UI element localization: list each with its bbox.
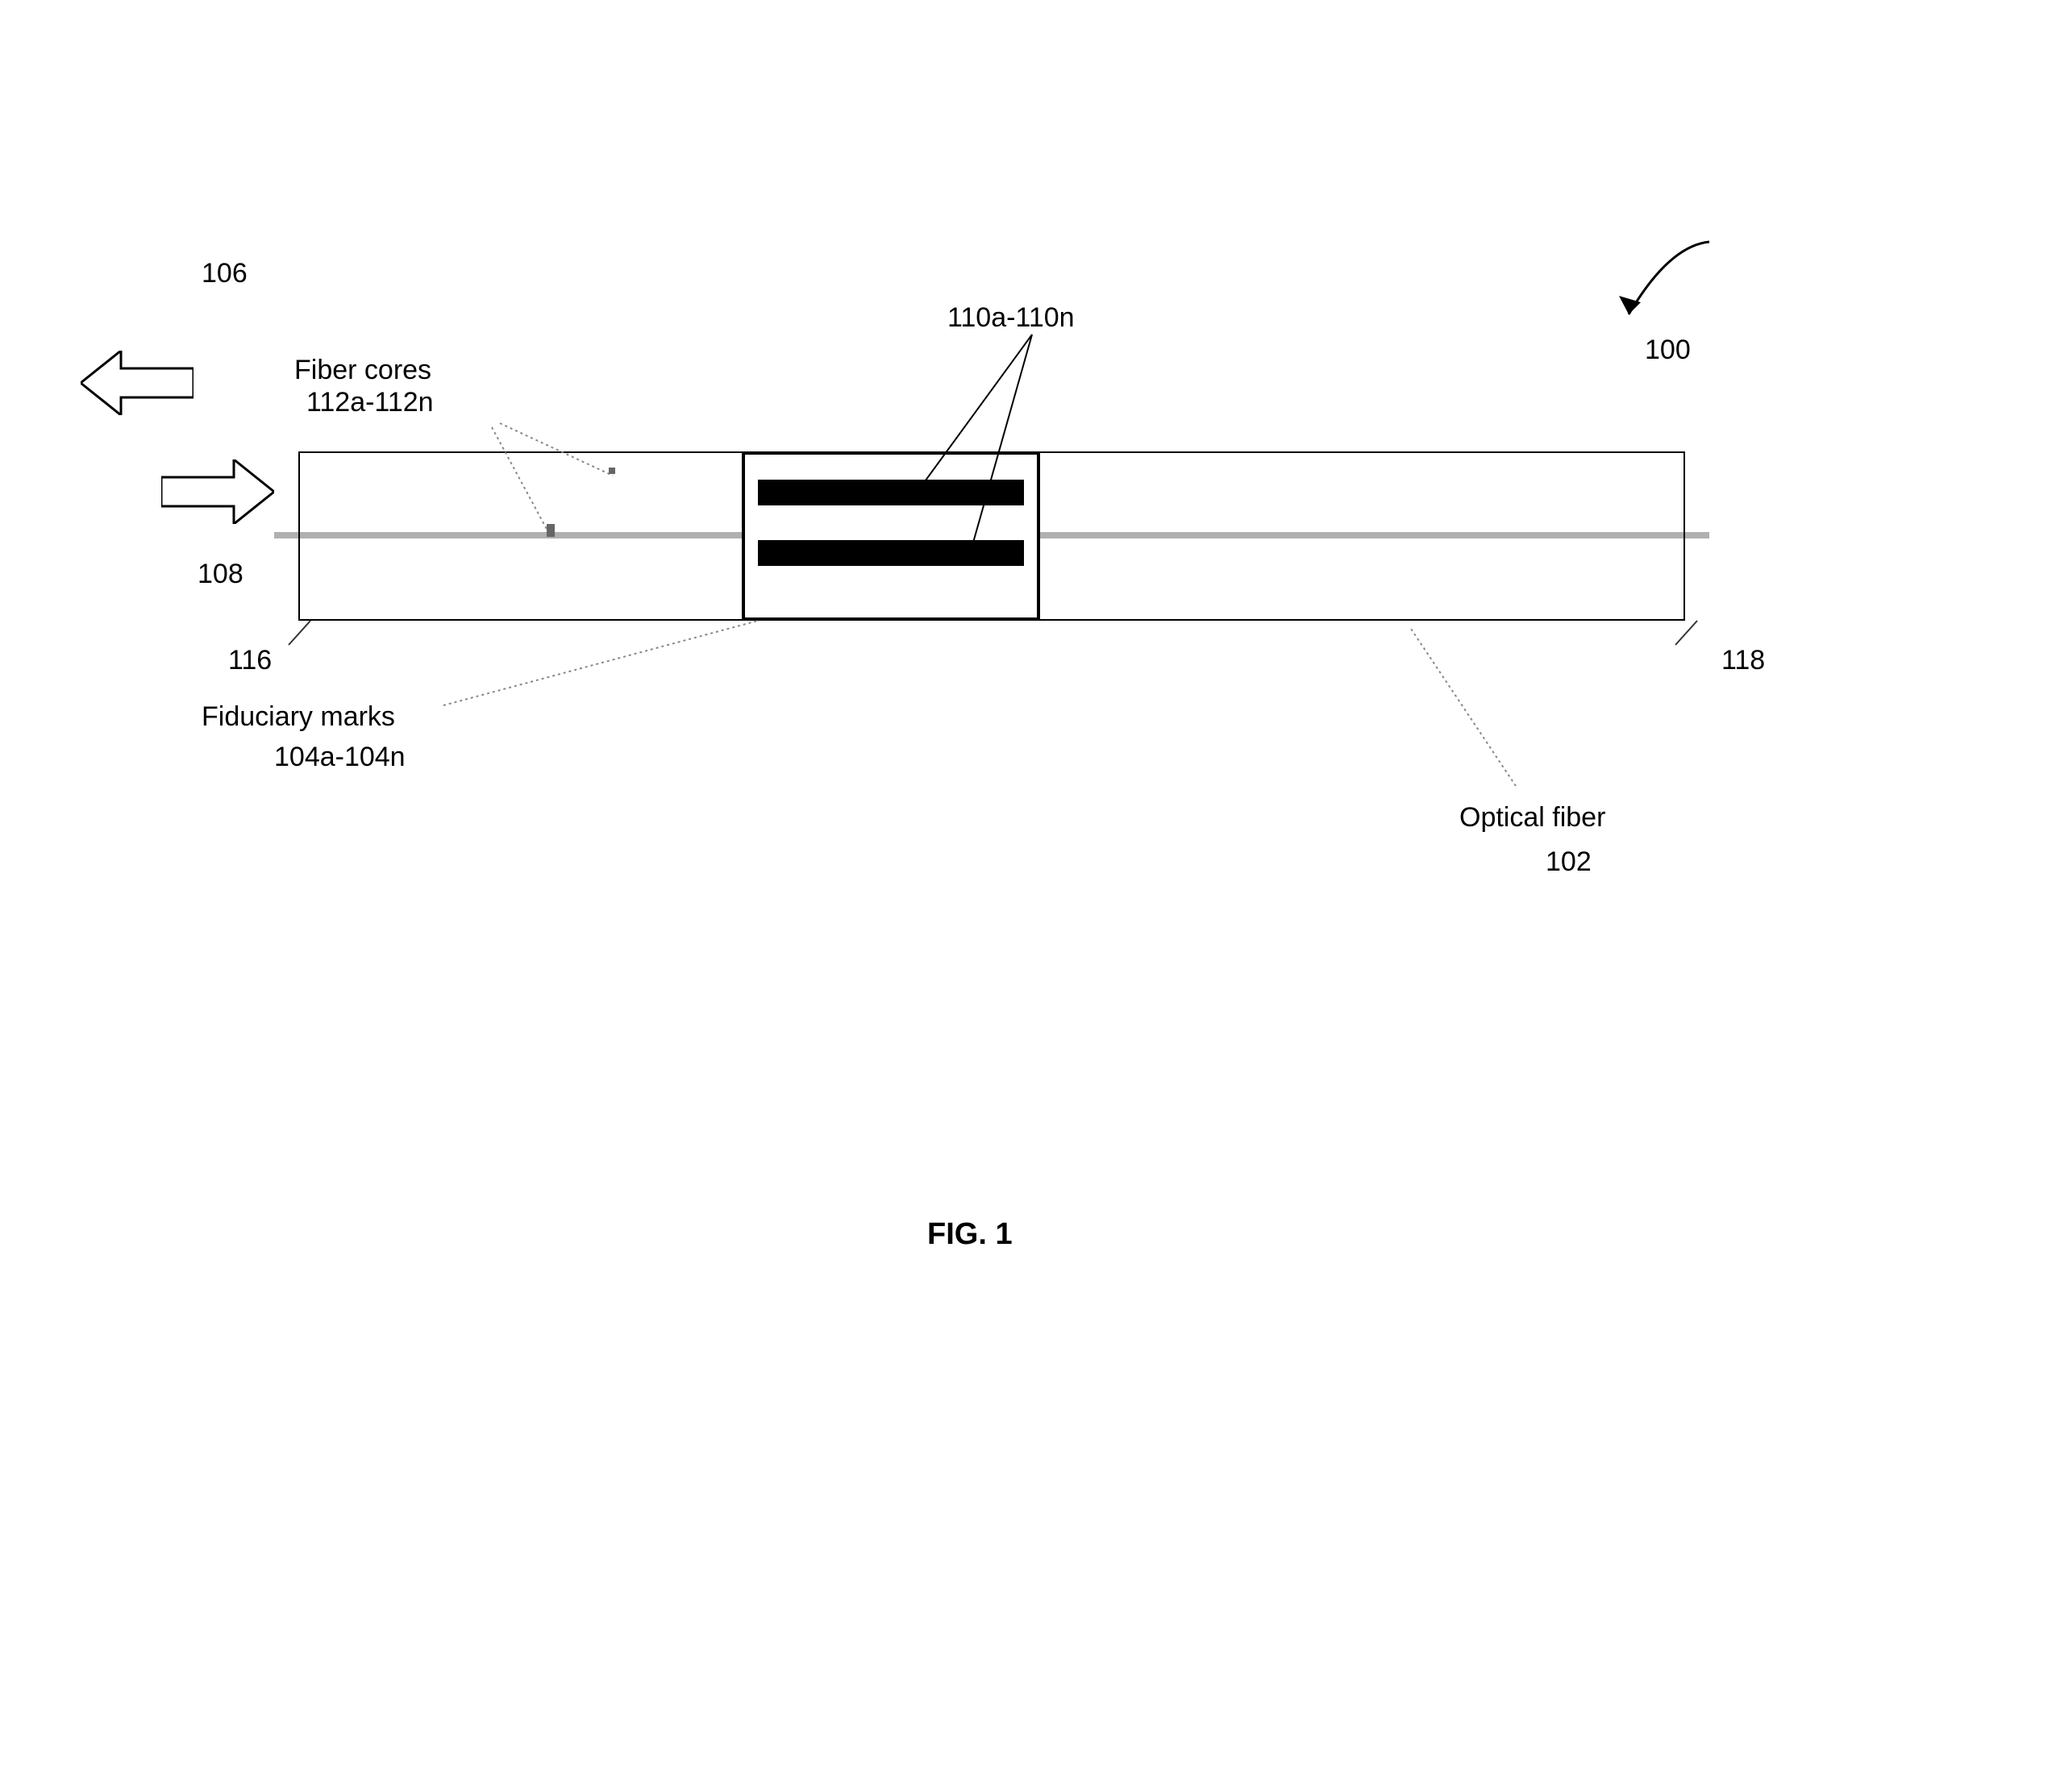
mark-bar-1 (758, 480, 1024, 505)
arrow-left-icon (81, 351, 194, 415)
mark-bar-2 (758, 540, 1024, 566)
label-fiber-cores-text: Fiber cores (294, 355, 431, 386)
label-fiduciary-range: 104a-104n (274, 742, 406, 773)
label-ref-106: 106 (202, 258, 248, 289)
label-fiber-cores-range: 112a-112n (306, 387, 434, 418)
label-ref-116: 116 (228, 645, 272, 676)
label-optical-fiber-text: Optical fiber (1459, 802, 1605, 834)
fiduciary-mark-box (742, 451, 1040, 621)
label-ref-108: 108 (198, 559, 243, 590)
figure-1-diagram: 106 108 100 Fiber cores 112a-112n 110a-1… (0, 0, 2056, 1792)
curved-arrow-icon (1572, 238, 1717, 326)
arrow-right-icon (161, 459, 274, 524)
label-fiduciary-text: Fiduciary marks (202, 701, 395, 733)
label-optical-fiber-ref: 102 (1546, 846, 1592, 878)
label-ref-100: 100 (1645, 335, 1691, 366)
label-ref-110: 110a-110n (947, 302, 1075, 334)
figure-caption: FIG. 1 (927, 1217, 1013, 1252)
label-ref-118: 118 (1721, 645, 1765, 676)
